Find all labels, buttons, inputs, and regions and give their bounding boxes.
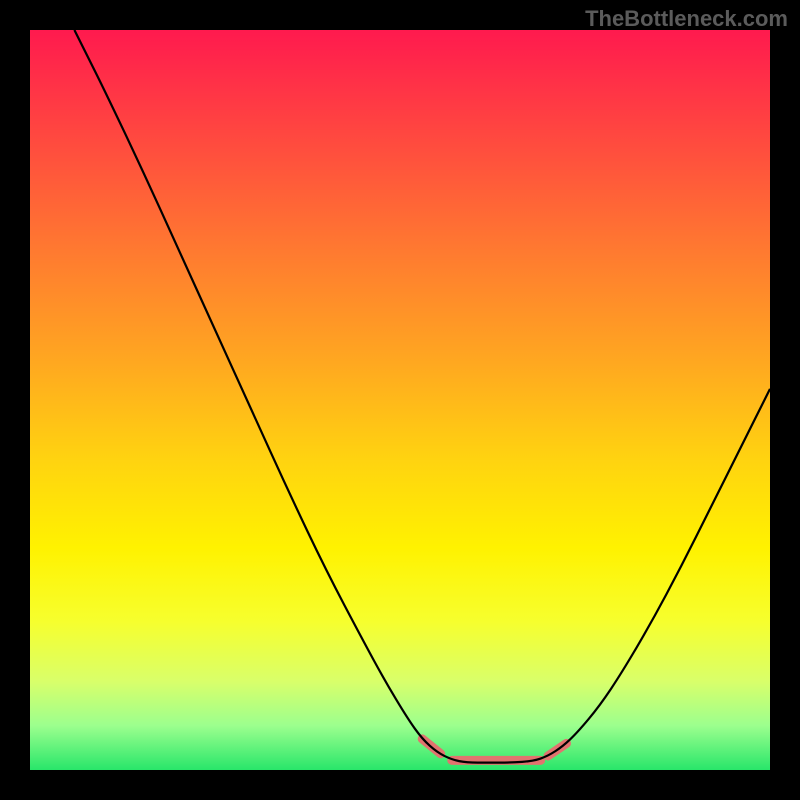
watermark-text: TheBottleneck.com bbox=[585, 6, 788, 32]
chart-svg bbox=[0, 0, 800, 800]
plot-gradient-background bbox=[30, 30, 770, 770]
bottleneck-chart: TheBottleneck.com bbox=[0, 0, 800, 800]
